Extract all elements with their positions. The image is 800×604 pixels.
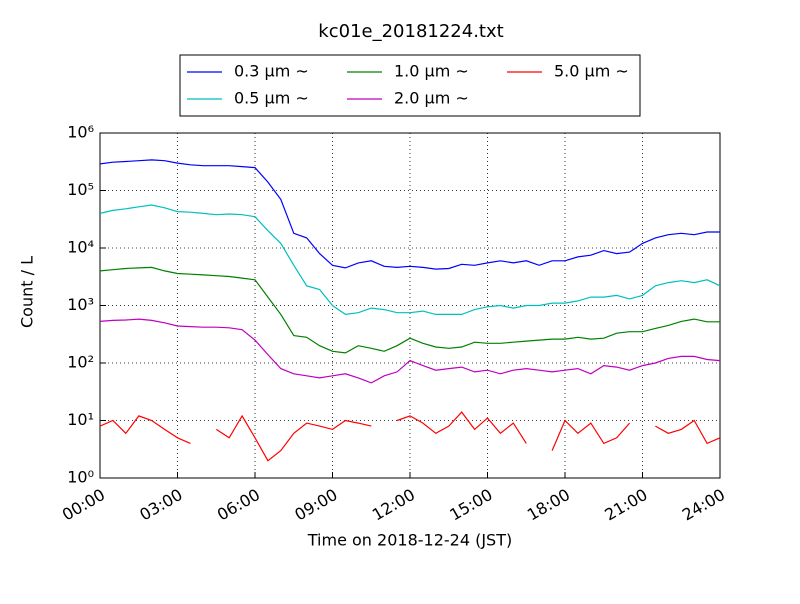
y-tick-label: 10² (67, 353, 94, 372)
x-axis-label: Time on 2018-12-24 (JST) (307, 531, 512, 550)
series-line (100, 318, 720, 384)
series-line (100, 411, 720, 462)
legend-label: 0.5 μm ~ (234, 89, 309, 108)
x-tick-label: 03:00 (136, 485, 185, 525)
y-axis-label: Count / L (18, 256, 37, 328)
x-tick-label: 21:00 (601, 485, 650, 525)
y-tick-label: 10³ (67, 295, 94, 314)
x-tick-label: 09:00 (291, 485, 340, 525)
legend-label: 0.3 μm ~ (234, 62, 309, 81)
legend-label: 2.0 μm ~ (394, 89, 469, 108)
y-tick-label: 10⁶ (67, 123, 94, 142)
series-line (100, 159, 720, 270)
chart-title: kc01e_20181224.txt (318, 21, 503, 42)
x-tick-label: 06:00 (214, 485, 263, 525)
legend-box (179, 54, 641, 117)
series-line (100, 266, 720, 354)
series-line (100, 204, 720, 316)
x-tick-label: 18:00 (524, 485, 573, 525)
legend-label: 5.0 μm ~ (554, 62, 629, 81)
y-tick-label: 10⁵ (67, 180, 94, 199)
x-tick-label: 12:00 (369, 485, 418, 525)
y-tick-label: 10⁴ (67, 238, 94, 257)
x-tick-label: 24:00 (679, 485, 728, 525)
x-tick-label: 15:00 (446, 485, 495, 525)
plot-frame (99, 132, 721, 479)
y-tick-label: 10⁰ (67, 468, 94, 487)
y-tick-label: 10¹ (67, 410, 94, 429)
legend-label: 1.0 μm ~ (394, 62, 469, 81)
x-tick-label: 00:00 (59, 485, 108, 525)
